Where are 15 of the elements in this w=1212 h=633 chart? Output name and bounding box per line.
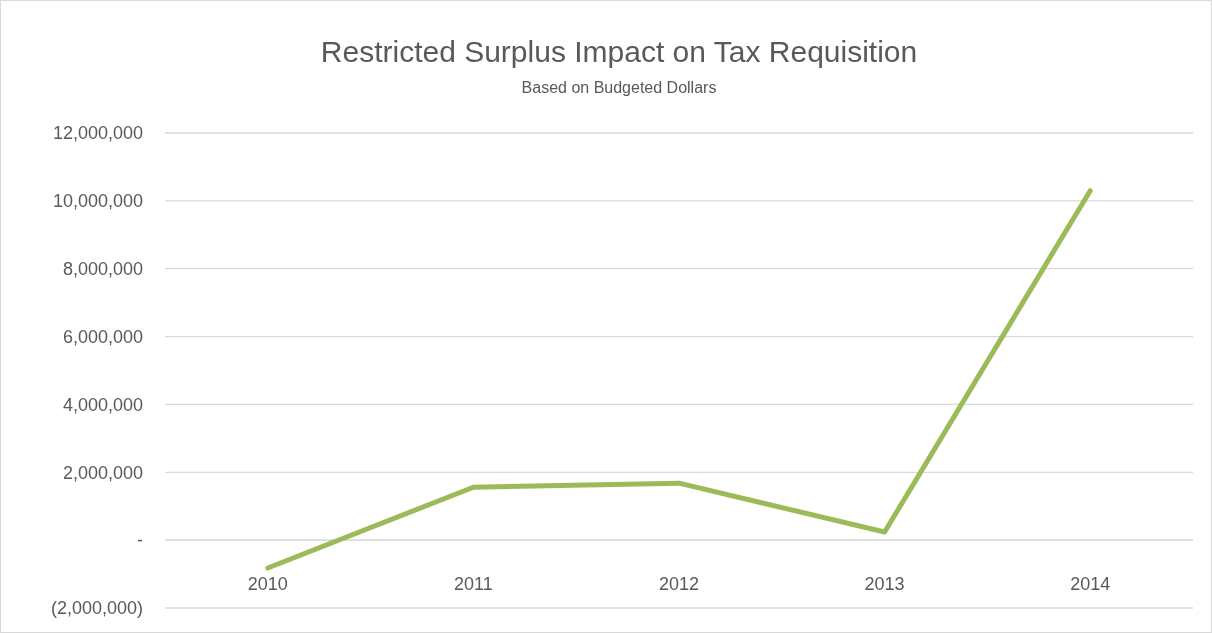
x-tick-label: 2010 [247,574,288,595]
y-tick-label: 2,000,000 [62,462,143,483]
x-tick-label: 2012 [658,574,700,595]
y-tick-label: 12,000,000 [52,123,143,144]
y-tick-label: 6,000,000 [62,326,143,347]
x-tick-label: 2011 [454,574,493,595]
y-tick-label: 8,000,000 [62,259,143,280]
y-tick-label: - [137,530,143,551]
chart-title: Restricted Surplus Impact on Tax Requisition [320,35,918,68]
x-tick-label: 2014 [1070,574,1111,595]
y-tick-label: 10,000,000 [52,191,143,212]
y-tick-label: (2,000,000) [50,598,143,619]
chart-subtitle: Based on Budgeted Dollars [521,79,717,96]
y-tick-label: 4,000,000 [62,394,143,415]
x-tick-label: 2013 [864,574,905,595]
